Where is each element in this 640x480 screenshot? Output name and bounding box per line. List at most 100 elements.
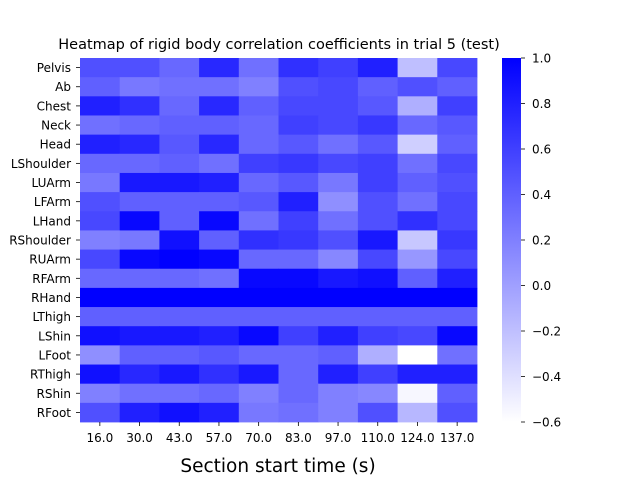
heatmap-cells xyxy=(80,58,478,423)
heatmap-cell xyxy=(397,345,438,365)
heatmap-cell xyxy=(159,402,200,423)
heatmap-cell xyxy=(278,345,319,365)
heatmap-cell xyxy=(238,383,279,404)
heatmap-cell xyxy=(437,134,478,155)
y-tick-label: LFArm xyxy=(34,195,71,209)
heatmap-cell xyxy=(318,96,359,116)
heatmap-cell xyxy=(437,364,478,385)
heatmap-cell xyxy=(397,249,438,270)
heatmap-cell xyxy=(318,345,359,365)
heatmap-cell xyxy=(199,364,240,385)
heatmap-cell xyxy=(397,153,438,174)
heatmap-cell xyxy=(238,58,279,78)
heatmap-cell xyxy=(397,364,438,385)
heatmap-cell xyxy=(80,345,121,365)
y-tick-label: RShin xyxy=(37,387,72,401)
colorbar-tick-label: 0.8 xyxy=(532,97,551,111)
heatmap-cell xyxy=(119,153,160,174)
heatmap-cell xyxy=(119,383,160,404)
heatmap-cell xyxy=(199,307,240,327)
heatmap-cell xyxy=(318,211,359,231)
heatmap-cell xyxy=(199,172,240,193)
heatmap-cell xyxy=(318,249,359,270)
x-tick-label: 16.0 xyxy=(86,431,113,445)
heatmap-cell xyxy=(159,326,200,346)
heatmap-cell xyxy=(397,326,438,346)
heatmap-cell xyxy=(80,402,121,423)
heatmap-cell xyxy=(278,383,319,404)
heatmap-cell xyxy=(318,192,359,212)
heatmap-cell xyxy=(119,326,160,346)
heatmap-cell xyxy=(238,307,279,327)
heatmap-cell xyxy=(357,172,398,193)
heatmap-cell xyxy=(357,192,398,212)
heatmap-cell xyxy=(357,211,398,231)
heatmap-cell xyxy=(397,383,438,404)
x-tick-label: 110.0 xyxy=(361,431,395,445)
heatmap-cell xyxy=(238,287,279,308)
heatmap-cell xyxy=(80,115,121,136)
heatmap-cell xyxy=(437,58,478,78)
heatmap-cell xyxy=(199,230,240,250)
heatmap-cell xyxy=(437,230,478,250)
heatmap-cell xyxy=(278,287,319,308)
heatmap-cell xyxy=(238,211,279,231)
heatmap-cell xyxy=(397,172,438,193)
heatmap-cell xyxy=(357,326,398,346)
x-tick-label: 70.0 xyxy=(245,431,272,445)
colorbar-tick-label: 0.2 xyxy=(532,234,551,248)
y-tick-label: Head xyxy=(40,138,71,152)
y-tick-label: RUArm xyxy=(29,253,71,267)
heatmap-cell xyxy=(199,211,240,231)
heatmap-cell xyxy=(278,402,319,423)
heatmap-cell xyxy=(318,115,359,136)
colorbar-tick-label: −0.4 xyxy=(532,370,561,384)
colorbar-tick-label: −0.6 xyxy=(532,416,561,430)
heatmap-cell xyxy=(119,268,160,289)
heatmap-cell xyxy=(357,268,398,289)
heatmap-cell xyxy=(318,326,359,346)
heatmap-cell xyxy=(80,211,121,231)
heatmap-cell xyxy=(437,115,478,136)
heatmap-cell xyxy=(159,307,200,327)
heatmap-cell xyxy=(278,192,319,212)
heatmap-cell xyxy=(238,115,279,136)
heatmap-cell xyxy=(199,383,240,404)
heatmap-cell xyxy=(437,249,478,270)
heatmap-cell xyxy=(318,383,359,404)
colorbar-axis: 1.0 0.8 0.6 0.4 0.2 0.0 −0.2 −0.4 −0.6 xyxy=(521,52,561,430)
heatmap-cell xyxy=(278,134,319,155)
heatmap-cell xyxy=(357,345,398,365)
heatmap-cell xyxy=(357,249,398,270)
y-tick-label: RThigh xyxy=(30,368,71,382)
heatmap-cell xyxy=(238,77,279,97)
heatmap-cell xyxy=(159,268,200,289)
heatmap-cell xyxy=(437,211,478,231)
heatmap-cell xyxy=(119,345,160,365)
heatmap-cell xyxy=(357,383,398,404)
heatmap-cell xyxy=(119,115,160,136)
heatmap-cell xyxy=(159,134,200,155)
y-tick-label: LHand xyxy=(33,214,71,228)
y-tick-label: LFoot xyxy=(38,348,71,362)
heatmap-cell xyxy=(238,268,279,289)
x-tick-label: 97.0 xyxy=(325,431,352,445)
heatmap-cell xyxy=(437,172,478,193)
heatmap-cell xyxy=(119,287,160,308)
heatmap-cell xyxy=(318,77,359,97)
heatmap-cell xyxy=(159,287,200,308)
heatmap-cell xyxy=(238,172,279,193)
heatmap-cell xyxy=(397,77,438,97)
heatmap-cell xyxy=(80,287,121,308)
heatmap-cell xyxy=(119,230,160,250)
heatmap-cell xyxy=(278,326,319,346)
heatmap-cell xyxy=(159,192,200,212)
heatmap-cell xyxy=(278,172,319,193)
y-tick-label: RFoot xyxy=(37,406,71,420)
x-tick-label: 137.0 xyxy=(440,431,474,445)
heatmap-cell xyxy=(80,134,121,155)
y-tick-label: RShoulder xyxy=(9,234,71,248)
x-tick-label: 30.0 xyxy=(126,431,153,445)
heatmap-cell xyxy=(119,134,160,155)
heatmap-cell xyxy=(318,134,359,155)
